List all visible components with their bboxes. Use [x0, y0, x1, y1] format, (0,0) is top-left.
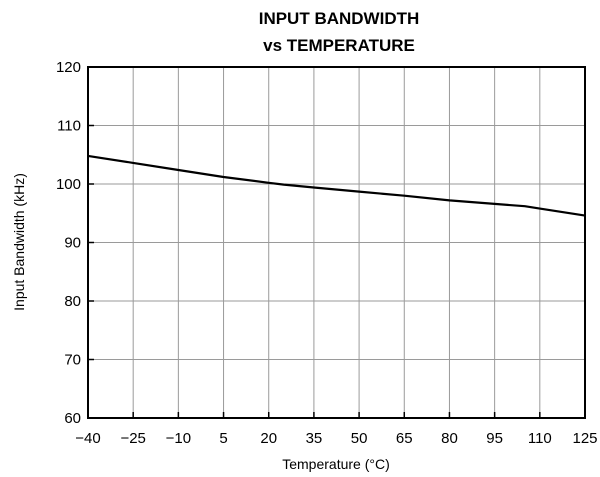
series-line [87, 154, 586, 217]
chart-title-line-1: INPUT BANDWIDTH [259, 9, 420, 28]
x-tick-label: −10 [166, 430, 191, 447]
grid-lines [88, 67, 585, 418]
y-tick-label: 100 [56, 176, 81, 193]
y-tick-label: 120 [56, 59, 81, 76]
y-tick-label: 110 [57, 118, 81, 135]
x-tick-label: 5 [219, 430, 227, 447]
x-tick-label: −40 [75, 430, 100, 447]
series-layer [87, 154, 586, 217]
x-tick-label: 35 [306, 430, 323, 447]
x-tick-label: 110 [528, 430, 552, 447]
x-tick-label: 95 [486, 430, 503, 447]
y-axis-label: Input Bandwidth (kHz) [11, 173, 27, 311]
y-tick-label: 90 [64, 235, 81, 252]
tick-marks [87, 66, 586, 419]
x-tick-label: 20 [260, 430, 277, 447]
x-tick-label: 80 [441, 430, 458, 447]
x-tick-label: 65 [396, 430, 413, 447]
x-axis-label: Temperature (°C) [282, 456, 390, 472]
y-tick-label: 80 [64, 293, 81, 310]
y-tick-labels: 60 70 80 90 100 110 120 [56, 59, 81, 427]
chart-title-line-2: vs TEMPERATURE [263, 36, 415, 55]
y-tick-label: 70 [64, 352, 81, 369]
x-tick-labels: −40 −25 −10 5 20 35 50 65 80 95 110 125 [75, 430, 597, 447]
x-tick-label: 125 [572, 430, 597, 447]
y-tick-label: 60 [64, 410, 81, 427]
x-tick-label: 50 [351, 430, 368, 447]
x-tick-label: −25 [120, 430, 145, 447]
